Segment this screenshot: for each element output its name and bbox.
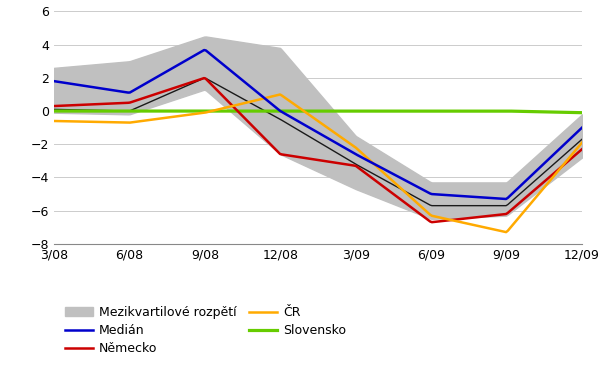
Legend: Mezikvartilové rozpětí, Medián, Německo, ČR, Slovensko: Mezikvartilové rozpětí, Medián, Německo,… [60, 301, 351, 360]
